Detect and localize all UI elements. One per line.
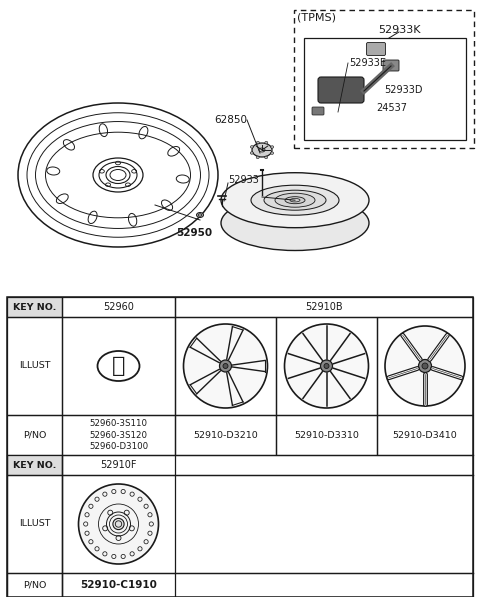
Ellipse shape	[251, 185, 339, 215]
FancyBboxPatch shape	[367, 42, 385, 56]
Text: KEY NO.: KEY NO.	[13, 303, 56, 312]
Ellipse shape	[385, 326, 465, 406]
Bar	[7, 415, 62, 455]
Text: 52960: 52960	[103, 302, 134, 312]
Text: 52910-C1910: 52910-C1910	[80, 580, 157, 590]
Bar	[7, 475, 62, 573]
Text: ILLUST: ILLUST	[19, 362, 50, 371]
Text: 52910-D3210: 52910-D3210	[193, 430, 258, 439]
Text: 24537: 24537	[376, 103, 407, 113]
Ellipse shape	[264, 190, 326, 210]
Bar	[7, 297, 473, 597]
Text: 52950: 52950	[176, 228, 212, 238]
Text: ILLUST: ILLUST	[19, 519, 50, 528]
Ellipse shape	[79, 484, 158, 564]
Bar	[62, 573, 175, 597]
Ellipse shape	[256, 156, 259, 159]
Ellipse shape	[250, 152, 253, 154]
Text: KEY NO.: KEY NO.	[13, 460, 56, 469]
FancyBboxPatch shape	[312, 107, 324, 115]
Text: 52910B: 52910B	[305, 302, 343, 312]
Bar	[377, 317, 473, 415]
Text: 52933E: 52933E	[349, 58, 386, 68]
Bar	[276, 415, 377, 455]
Bar	[62, 475, 175, 573]
Text: 62850: 62850	[214, 115, 247, 125]
Text: 52933: 52933	[228, 175, 259, 185]
Text: 52910-D3310: 52910-D3310	[294, 430, 359, 439]
Bar	[62, 415, 175, 455]
Ellipse shape	[256, 141, 259, 144]
Ellipse shape	[419, 359, 432, 373]
Bar	[62, 317, 175, 415]
Bar	[7, 317, 62, 415]
Bar	[62, 455, 175, 475]
Text: 52933K: 52933K	[378, 25, 420, 35]
Ellipse shape	[324, 364, 329, 368]
Ellipse shape	[285, 324, 369, 408]
Bar	[7, 297, 62, 317]
Bar	[377, 415, 473, 455]
Ellipse shape	[196, 213, 204, 217]
Bar	[7, 573, 62, 597]
Ellipse shape	[271, 146, 274, 148]
Ellipse shape	[113, 518, 124, 530]
Text: 52910-D3410: 52910-D3410	[393, 430, 457, 439]
Ellipse shape	[251, 146, 253, 148]
Ellipse shape	[221, 195, 369, 251]
Ellipse shape	[265, 141, 268, 144]
Ellipse shape	[422, 363, 428, 369]
Text: 52910F: 52910F	[100, 460, 137, 470]
Text: 52933D: 52933D	[384, 85, 422, 95]
Text: P/NO: P/NO	[23, 580, 46, 589]
Ellipse shape	[275, 193, 315, 207]
Bar	[175, 297, 473, 317]
Text: 52960-3S110
52960-3S120
52960-D3100: 52960-3S110 52960-3S120 52960-D3100	[89, 418, 148, 451]
Bar	[175, 415, 276, 455]
Ellipse shape	[321, 360, 333, 372]
Bar	[175, 317, 276, 415]
Ellipse shape	[221, 173, 369, 227]
Ellipse shape	[271, 152, 274, 155]
Ellipse shape	[183, 324, 267, 408]
Text: (TPMS): (TPMS)	[297, 12, 336, 22]
Bar	[62, 297, 175, 317]
FancyBboxPatch shape	[383, 60, 399, 71]
FancyBboxPatch shape	[318, 77, 364, 103]
Bar	[7, 455, 62, 475]
Text: P/NO: P/NO	[23, 430, 46, 439]
Text: Ⓗ: Ⓗ	[112, 356, 125, 376]
Ellipse shape	[285, 196, 305, 204]
FancyBboxPatch shape	[304, 38, 466, 140]
Ellipse shape	[264, 156, 268, 159]
Ellipse shape	[219, 360, 231, 372]
Bar	[276, 317, 377, 415]
Ellipse shape	[252, 143, 272, 157]
Ellipse shape	[223, 364, 228, 368]
